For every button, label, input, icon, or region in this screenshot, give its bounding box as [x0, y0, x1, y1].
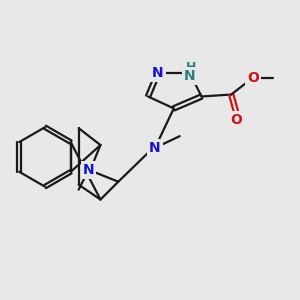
Text: O: O: [230, 113, 242, 127]
Text: N: N: [184, 69, 195, 83]
Text: N: N: [149, 141, 161, 155]
Text: N: N: [83, 163, 94, 177]
Text: N: N: [152, 66, 164, 80]
Text: O: O: [247, 71, 259, 85]
Text: H: H: [185, 61, 196, 74]
